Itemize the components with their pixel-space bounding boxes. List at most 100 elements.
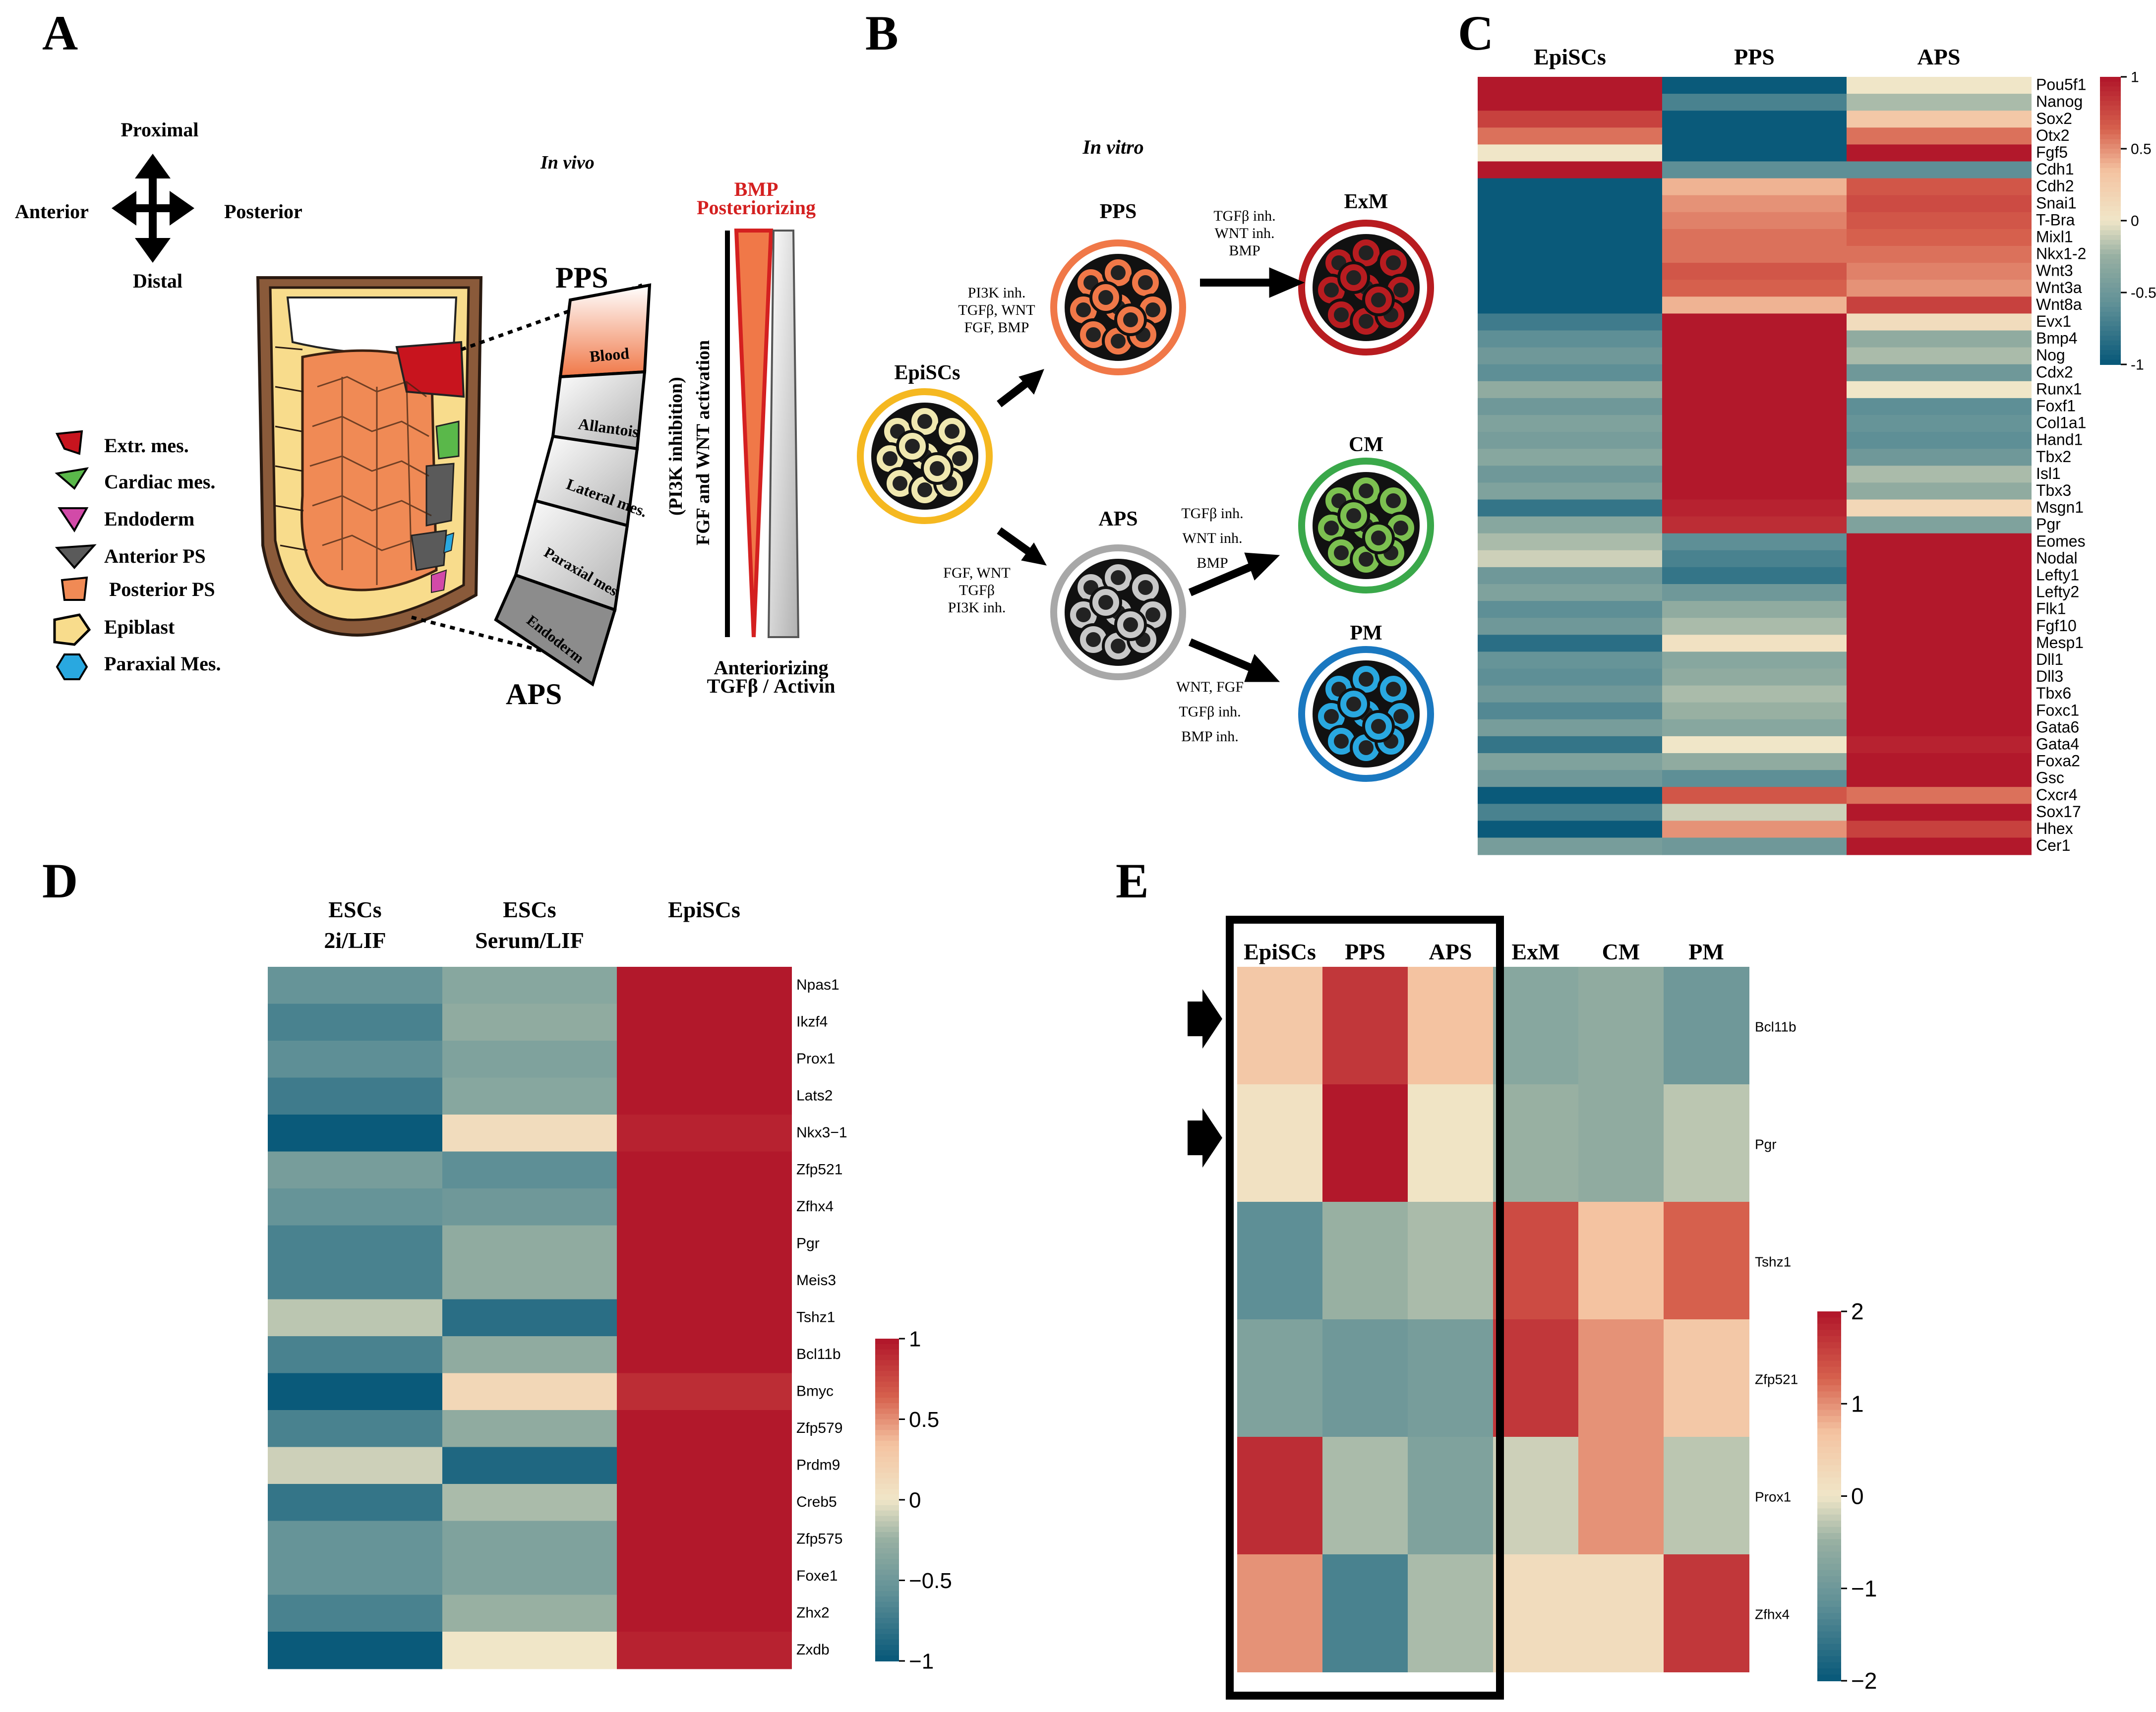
scale-d-gradient-step (875, 1381, 899, 1388)
heatmap-d-cell (268, 1077, 443, 1115)
heatmap-e-cell (1493, 967, 1579, 1085)
heatmap-c-cell (1662, 127, 1847, 145)
scale-e-gradient-step (1817, 1674, 1841, 1681)
heatmap-d-cell (617, 1410, 792, 1448)
heatmap-c-cell (1478, 94, 1663, 112)
scale-e-gradient-step (1817, 1570, 1841, 1577)
scale-e-gradient-step (1817, 1656, 1841, 1663)
heatmap-e-gene-label: Tshz1 (1755, 1254, 1791, 1269)
scale-e-gradient-step (1817, 1607, 1841, 1614)
heatmap-c-cell (1662, 398, 1847, 415)
heatmap-c-gene-label: Wnt8a (2036, 295, 2082, 313)
heatmap-c-gene-label: Col1a1 (2036, 414, 2086, 432)
heatmap-c-cell (1478, 398, 1663, 415)
scale-c-gradient-step (2100, 244, 2121, 250)
heatmap-e-cell (1322, 967, 1408, 1085)
episcs-label-b: EpiSCs (894, 361, 960, 384)
heatmap-c-cell (1478, 635, 1663, 652)
legend-cardiac-mes: Cardiac mes. (104, 471, 215, 493)
heatmap-c-cell (1847, 229, 2032, 246)
scale-c-gradient-step (2100, 297, 2121, 303)
scale-d-gradient-step (875, 1516, 899, 1522)
scale-d-gradient-step (875, 1483, 899, 1490)
scale-e-gradient-step (1817, 1527, 1841, 1534)
scale-e-gradient-step (1817, 1582, 1841, 1589)
cond-epi-aps-3: PI3K inh. (948, 599, 1006, 616)
heatmap-c-gene-label: Fgf5 (2036, 143, 2068, 161)
embryo-illustration (256, 276, 483, 637)
heatmap-d-cell (268, 1410, 443, 1448)
heatmap-e-cell (1664, 1437, 1749, 1555)
heatmap-d-cell (268, 1521, 443, 1558)
region-blood: Blood (589, 344, 630, 365)
heatmap-c-cell (1478, 668, 1663, 686)
scale-d-gradient-step (875, 1607, 899, 1613)
scale-e-gradient-step (1817, 1416, 1841, 1423)
scale-d-gradient-step (875, 1650, 899, 1656)
cell-clusters (857, 220, 1434, 782)
heatmap-e-gene-label: Zfhx4 (1755, 1606, 1790, 1622)
heatmap-c-cell (1847, 567, 2032, 585)
heatmap-c-cell (1847, 263, 2032, 281)
heatmap-d-cell (442, 1484, 617, 1522)
scale-c-gradient-step (2100, 182, 2121, 188)
legend-anterior-ps: Anterior PS (104, 545, 206, 567)
heatmap-c-cell (1847, 533, 2032, 551)
posterior-ps-swatch-icon (60, 576, 88, 601)
panel-label-d: D (42, 853, 78, 908)
heatmap-d-cell (617, 1041, 792, 1078)
heatmap-c-cell (1478, 651, 1663, 669)
heatmap-d-gene-label: Foxe1 (796, 1568, 838, 1584)
scale-d-gradient-step (875, 1419, 899, 1425)
pps-label-b: PPS (1100, 200, 1137, 223)
heatmap-c-cell (1478, 804, 1663, 822)
scale-c-gradient-step (2100, 283, 2121, 289)
heatmap-c-cell (1478, 787, 1663, 805)
heatmap-c-cell (1662, 770, 1847, 788)
heatmap-c-gene-label: Lefty2 (2036, 583, 2079, 601)
scale-d-gradient-step (875, 1634, 899, 1640)
heatmap-c-gene-label: Lefty1 (2036, 566, 2079, 584)
heatmap-c-gene-label: Cer1 (2036, 836, 2070, 854)
scale-d-gradient-step (875, 1601, 899, 1608)
heatmap-c-cell (1662, 668, 1847, 686)
scale-c-tick-label: 1 (2131, 69, 2139, 86)
heatmap-c-gene-label: Cdx2 (2036, 363, 2073, 381)
scale-d-tick-label: −1 (909, 1649, 934, 1673)
heatmap-c-cell (1662, 347, 1847, 365)
scale-e-gradient-step (1817, 1490, 1841, 1497)
heatmap-c-cell (1478, 178, 1663, 196)
heatmap-c-cell (1662, 364, 1847, 382)
scale-c-gradient-step (2100, 302, 2121, 307)
heatmap-c-cell (1662, 313, 1847, 331)
scale-c-gradient-step (2100, 316, 2121, 322)
cond-aps-pm-2: TGFβ inh. (1179, 704, 1241, 720)
exm-cluster (1298, 220, 1434, 355)
scale-c-gradient-step (2100, 221, 2121, 226)
heatmap-c-gene-label: Cxcr4 (2036, 786, 2078, 804)
scale-e-gradient-step (1817, 1422, 1841, 1429)
heatmap-c-cell (1478, 584, 1663, 602)
heatmap-d-cell (617, 1594, 792, 1632)
heatmap-c-cell (1847, 415, 2032, 433)
heatmap-c-cell (1662, 550, 1847, 568)
scale-d-tick-label: −0.5 (909, 1569, 952, 1593)
epiblast-swatch-icon (53, 613, 91, 646)
scale-e-gradient-step (1817, 1404, 1841, 1411)
heatmap-c-gene-label: Foxf1 (2036, 397, 2076, 414)
scale-e-gradient-step (1817, 1379, 1841, 1386)
scale-c-gradient-step (2100, 129, 2121, 135)
scale-c-gradient-step (2100, 86, 2121, 92)
heatmap-c-gene-label: Isl1 (2036, 465, 2061, 482)
scale-c-gradient-step (2100, 96, 2121, 102)
gradient-tgfb: TGFβ / Activin (707, 675, 836, 697)
heatmap-c-cell (1662, 635, 1847, 652)
paraxial-mes-swatch-icon (56, 653, 88, 680)
scale-e-gradient-step (1817, 1514, 1841, 1522)
heatmap-c-cell (1847, 178, 2032, 196)
scale-c-gradient-step (2100, 336, 2121, 341)
heatmap-c-cell (1478, 837, 1663, 855)
scale-e-gradient-step (1817, 1502, 1841, 1509)
heatmap-d-cell (442, 1594, 617, 1632)
heatmap-c-cell (1662, 381, 1847, 399)
